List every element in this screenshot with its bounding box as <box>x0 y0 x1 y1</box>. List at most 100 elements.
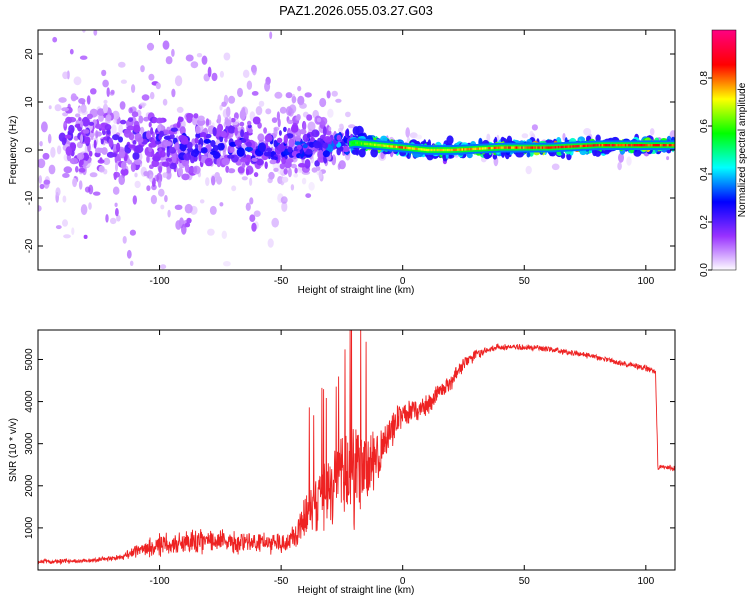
spectrogram-ridge-cell <box>387 144 390 148</box>
spectrogram-cell <box>127 117 134 122</box>
spectrogram-noise-cell <box>190 61 199 69</box>
colorbar-cell <box>712 197 736 199</box>
spectrogram-ridge-cell <box>620 144 623 147</box>
spectrogram-ridge-cell <box>452 148 455 152</box>
spectrogram-ridge-cell <box>624 144 628 147</box>
spectrogram-cell <box>211 175 216 186</box>
spectrogram-cell <box>169 147 177 154</box>
spectrogram-noise-cell <box>118 124 124 135</box>
spectrogram-cell <box>171 153 177 164</box>
colorbar-cell <box>712 245 736 247</box>
spectrogram-ridge-cell <box>563 145 566 149</box>
spectrogram-cell <box>89 172 98 178</box>
colorbar-cell <box>712 202 736 204</box>
spectrogram-noise-cell <box>110 89 115 95</box>
spectrogram-ridge-cell <box>436 148 439 152</box>
snr-panel: -100 -50 0 50 100 1000 2000 3000 4000 5000 Heigh… <box>8 329 676 596</box>
colorbar-cell <box>712 188 736 190</box>
spectrogram-ridge-cell <box>540 146 543 149</box>
colorbar-cell <box>712 78 736 80</box>
colorbar-cell <box>712 158 736 160</box>
colorbar-cell <box>712 104 736 106</box>
spectrogram-cell <box>216 157 222 168</box>
colorbar-cell <box>712 95 736 97</box>
spectrogram-cell <box>95 124 102 129</box>
spectrogram-ridge-cell <box>479 147 482 150</box>
spectrogram-noise-cell <box>184 222 191 228</box>
spectrogram-noise-cell <box>562 133 566 141</box>
x-tick-label: 50 <box>519 576 531 587</box>
snr-y-ticks: 1000 2000 3000 4000 5000 <box>24 348 675 539</box>
colorbar-cell <box>712 87 736 89</box>
spectrogram-cell <box>104 124 112 131</box>
spectrogram-cell <box>198 152 202 162</box>
spectrogram-ridge-cell <box>512 146 515 149</box>
colorbar-cell <box>712 244 736 246</box>
spectrogram-noise-cell <box>184 203 193 214</box>
spectrogram-cell <box>311 129 320 138</box>
spectrogram-cell <box>134 145 144 154</box>
spectrogram-cell <box>169 133 175 140</box>
spectrogram-cell <box>217 143 225 151</box>
colorbar-cell <box>712 236 736 238</box>
spectrogram-cell <box>236 147 245 157</box>
x-tick-label: -100 <box>150 276 170 287</box>
colorbar-cell <box>712 70 736 72</box>
colorbar-cell <box>712 142 736 144</box>
spectrogram-noise-cell <box>269 31 273 40</box>
colorbar-cell <box>712 141 736 143</box>
spectrogram-ridge-cell <box>414 147 418 150</box>
spectrogram-cell <box>157 179 162 188</box>
spectrogram-ridge-cell <box>441 148 444 152</box>
spectrogram-cell <box>100 138 104 145</box>
spectrogram-ridge-cell <box>451 148 454 152</box>
spectrogram-ridge-cell <box>407 146 410 150</box>
spectrogram-ridge-cell <box>439 148 442 152</box>
spectrogram-noise-cell <box>52 36 58 43</box>
spectrogram-cell <box>80 134 84 143</box>
colorbar-cell <box>712 117 736 119</box>
spectrogram-ridge-cell <box>643 144 647 147</box>
colorbar-cell <box>712 108 736 110</box>
colorbar-cell <box>712 250 736 252</box>
spectrogram-ridge-cell <box>477 147 480 150</box>
spectrogram-cell <box>205 118 210 126</box>
spectrogram-noise-cell <box>251 222 257 232</box>
colorbar-cell <box>712 180 736 182</box>
colorbar-cell <box>712 119 736 121</box>
spectrogram-cell <box>227 154 235 159</box>
spectrogram-ridge-cell <box>495 146 498 149</box>
spectrogram-noise-cell <box>257 133 265 142</box>
spectrogram-noise-cell <box>80 204 88 216</box>
spectrogram-noise-cell <box>185 54 194 62</box>
spectrogram-noise-cell <box>118 18 122 29</box>
spectrogram-ridge-cell <box>419 148 422 151</box>
spectrogram-cell <box>224 119 232 127</box>
colorbar-cell <box>712 209 736 211</box>
spectrogram-cell <box>134 172 138 178</box>
colorbar-cell <box>712 220 736 222</box>
spectrogram-noise-cell <box>174 204 183 210</box>
spectrogram-cell <box>186 141 193 150</box>
spectrogram-noise-cell <box>47 133 52 144</box>
spectrogram-noise-cell <box>42 18 47 23</box>
spectrogram-cell <box>220 130 227 138</box>
spectrogram-cell <box>98 165 105 173</box>
colorbar-cell <box>712 176 736 178</box>
colorbar-cell <box>712 103 736 105</box>
spectrogram-cell <box>212 151 221 159</box>
colorbar-cell <box>712 59 736 61</box>
colorbar-cell <box>712 251 736 253</box>
spectrogram-noise-cell <box>231 185 237 192</box>
spectrogram-noise-cell <box>291 96 297 104</box>
spectrogram-noise-cell <box>71 227 75 235</box>
colorbar-cell <box>712 156 736 158</box>
spectrogram-cell <box>112 110 120 120</box>
spectrogram-noise-cell <box>249 197 254 205</box>
spectrogram-ridge-cell <box>375 143 378 147</box>
spectrogram-ridge-cell <box>349 142 352 145</box>
spectrogram-cell <box>143 171 149 177</box>
spectrogram-ridge-cell <box>467 148 470 151</box>
spectrogram-noise-cell <box>129 260 134 266</box>
spectrogram-ridge-cell <box>636 144 639 147</box>
